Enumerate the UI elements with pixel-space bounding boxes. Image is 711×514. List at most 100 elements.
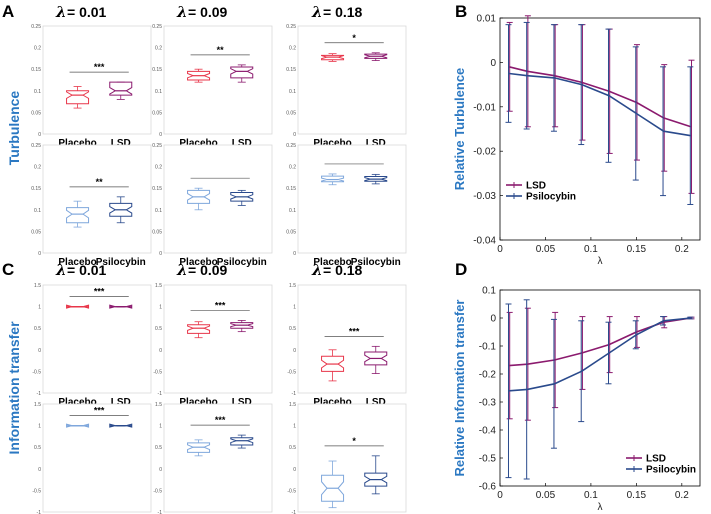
category-label: Placebo	[313, 138, 351, 149]
y-tick-label: 0.05	[31, 229, 41, 235]
significance-stars: *	[352, 33, 356, 43]
series-line	[509, 72, 692, 137]
series-line	[508, 66, 692, 128]
y-tick-label: 0.01	[477, 14, 497, 25]
y-tick-label: 0.2	[289, 165, 296, 171]
svg-text:λ: λ	[55, 261, 67, 279]
subplot-a-1-0: 0.25 0.2 0.15 0.1 0.05 0 ** Placebo Psilocybin	[31, 143, 152, 268]
subplot-frame	[42, 25, 152, 135]
y-tick-label: -1	[158, 391, 163, 397]
y-tick-label: -0.01	[473, 102, 496, 113]
y-tick-label: -0.04	[473, 236, 496, 247]
box-1	[364, 52, 388, 61]
legend-label: LSD	[646, 454, 666, 465]
box-body	[230, 66, 254, 79]
lambda-header-a-0: λ = 0.01	[55, 3, 107, 21]
y-tick-label: 0.25	[31, 143, 41, 149]
significance-stars: ***	[349, 326, 360, 336]
box-1	[109, 196, 133, 224]
y-tick-label: 0.15	[152, 186, 162, 192]
box-body	[187, 324, 211, 334]
significance-stars: *	[352, 436, 356, 446]
y-tick-label: 0.5	[289, 326, 296, 332]
y-tick-label: 0.05	[31, 110, 41, 116]
x-tick-label: 0.15	[627, 490, 647, 501]
svg-text:λ: λ	[311, 3, 323, 21]
box-body	[187, 442, 211, 453]
subplot-a-1-1: 0.25 0.2 0.15 0.1 0.05 0 Placebo Psilocybin	[152, 143, 273, 268]
y-tick-label: -0.5	[287, 488, 296, 494]
y-tick-label: 0	[159, 467, 162, 473]
y-tick-label: 0.25	[286, 24, 296, 30]
y-tick-label: -0.5	[32, 488, 41, 494]
category-label: Psilocybin	[217, 257, 267, 268]
y-tick-label: 1	[293, 305, 296, 311]
box-1	[230, 189, 254, 206]
box-0	[187, 187, 211, 211]
box-body	[321, 474, 345, 502]
series-psilocybin	[505, 21, 694, 205]
y-tick-label: -1	[292, 510, 297, 514]
y-tick-label: 0	[38, 348, 41, 354]
box-body	[66, 423, 90, 428]
svg-text:λ: λ	[55, 3, 67, 21]
subplot-a-0-2: 0.25 0.2 0.15 0.1 0.05 0 * Placebo LSD	[286, 24, 407, 149]
line-plots: 0.010-0.01-0.02-0.03-0.040 0.05 0.1 0.15 0.2…	[452, 14, 701, 513]
y-tick-label: 0.15	[31, 67, 41, 73]
category-label: Placebo	[58, 138, 96, 149]
box-body	[230, 192, 254, 202]
y-tick-label: -0.1	[479, 342, 497, 353]
box-1	[364, 173, 388, 185]
y-tick-label: 0.5	[155, 445, 162, 451]
box-body	[321, 175, 345, 183]
y-tick-label: -0.5	[287, 369, 296, 375]
svg-text:λ: λ	[176, 261, 188, 279]
y-tick-label: 0	[293, 132, 296, 138]
box-body	[109, 304, 133, 309]
subplot-frame	[297, 144, 407, 254]
subplot-frame	[297, 25, 407, 135]
svg-text:= 0.09: = 0.09	[188, 4, 228, 20]
box-body	[187, 70, 211, 81]
box-body	[364, 53, 388, 59]
y-tick-label: 0.1	[289, 208, 296, 214]
box-1	[109, 304, 133, 309]
y-tick-label: 0.05	[286, 229, 296, 235]
subplot-frame	[163, 403, 273, 513]
box-1	[109, 81, 133, 100]
series-lsd	[506, 15, 695, 194]
panel-letter-b: B	[455, 2, 467, 21]
x-tick-label: 0.2	[675, 244, 689, 255]
lambda-header-c-1: λ = 0.09	[176, 261, 228, 279]
svg-text:= 0.09: = 0.09	[188, 262, 228, 278]
y-tick-label: -0.6	[479, 482, 497, 493]
box-0	[321, 53, 345, 62]
category-label: Psilocybin	[351, 257, 401, 268]
x-tick-label: 0.15	[627, 244, 647, 255]
lambda-header-a-1: λ = 0.09	[176, 3, 228, 21]
y-tick-label: 0.2	[289, 46, 296, 52]
y-tick-label: -1	[37, 391, 42, 397]
y-tick-label: 0.1	[482, 286, 496, 297]
svg-text:= 0.01: = 0.01	[67, 262, 107, 278]
subplot-c-0-2: 1.5 1 0.5 0 -0.5 -1 *** Placebo LSD	[287, 283, 407, 408]
category-label: LSD	[111, 138, 131, 149]
y-tick-label: -0.5	[153, 369, 162, 375]
y-tick-label: -1	[158, 510, 163, 514]
box-body	[230, 322, 254, 329]
box-0	[187, 439, 211, 457]
box-1	[364, 345, 388, 374]
box-body	[321, 355, 345, 372]
category-label: Placebo	[179, 138, 217, 149]
y-tick-label: 0.1	[155, 89, 162, 95]
box-body	[109, 81, 133, 96]
y-tick-label: 0.5	[34, 326, 41, 332]
significance-stars: ***	[94, 62, 105, 72]
y-tick-label: 0	[159, 132, 162, 138]
line-chart-d: 0.10-0.1-0.2-0.3-0.4-0.5-0.60 0.05 0.1 0.15…	[452, 286, 701, 513]
y-tick-label: -1	[292, 391, 297, 397]
x-tick-label: 0	[497, 244, 503, 255]
plot-frame	[499, 17, 701, 241]
box-plots: 0.250.20.150.10.050***Placebo LSD0.250.20…	[31, 24, 407, 514]
